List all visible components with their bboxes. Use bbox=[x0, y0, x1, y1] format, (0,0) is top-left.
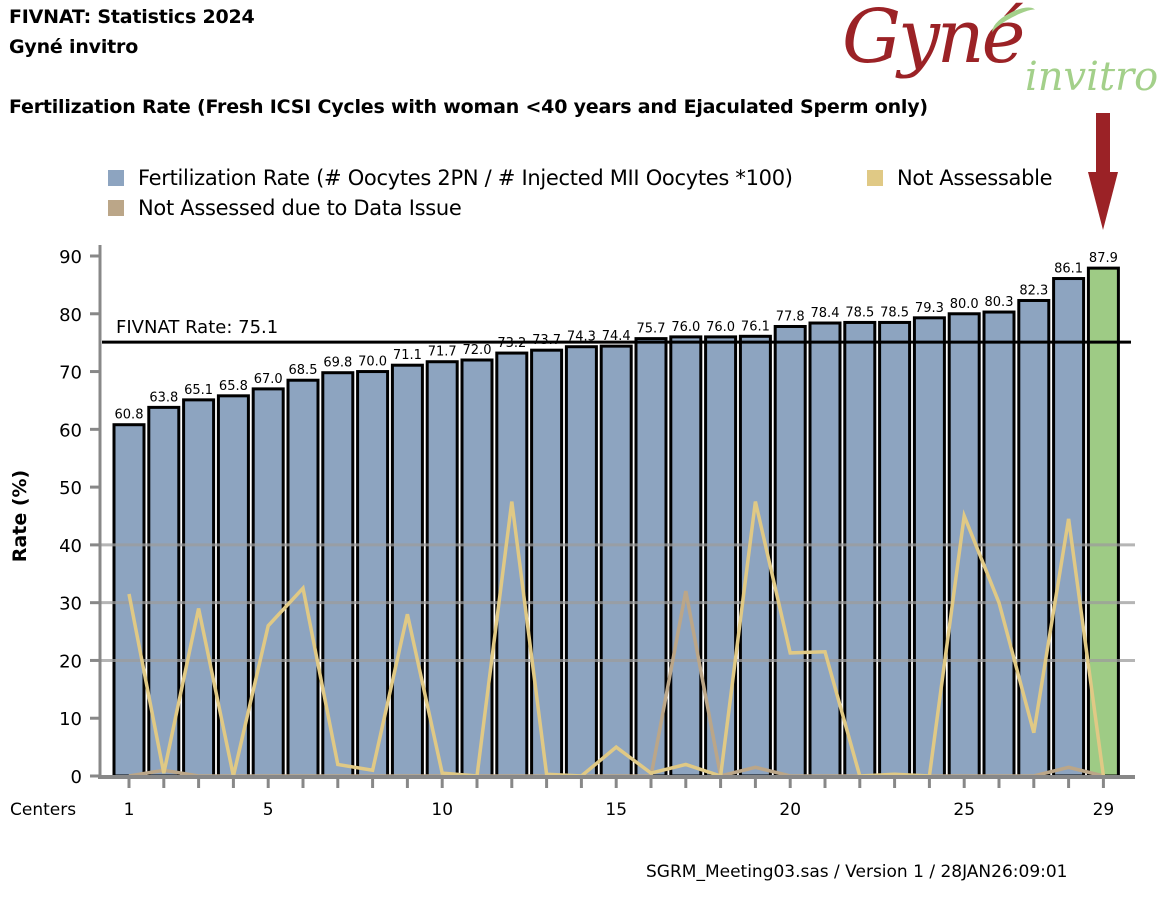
legend-label: Not Assessable bbox=[897, 166, 1053, 190]
y-tick-label: 20 bbox=[59, 651, 82, 672]
bar-center-20 bbox=[773, 324, 807, 778]
bar-value-label: 69.8 bbox=[323, 356, 352, 371]
bar-center-13 bbox=[530, 348, 564, 778]
bar-center-3 bbox=[182, 398, 216, 778]
y-tick-label: 40 bbox=[59, 536, 82, 557]
bar-value-label: 71.1 bbox=[393, 348, 422, 363]
bar-value-label: 78.5 bbox=[845, 305, 874, 320]
legend-item-data-issue: Not Assessed due to Data Issue bbox=[108, 196, 462, 220]
y-tick-label: 90 bbox=[59, 247, 82, 268]
bar-value-label: 78.4 bbox=[811, 306, 840, 321]
bar-center-5 bbox=[251, 387, 285, 778]
bar-value-label: 86.1 bbox=[1054, 262, 1083, 277]
legend-swatch-icon bbox=[108, 170, 124, 186]
reference-line-label: FIVNAT Rate: 75.1 bbox=[116, 317, 278, 338]
legend-label: Fertilization Rate (# Oocytes 2PN / # In… bbox=[138, 166, 793, 190]
bar-value-label: 65.8 bbox=[219, 379, 248, 394]
down-arrow-icon bbox=[1088, 113, 1118, 230]
bar-value-label: 76.0 bbox=[706, 320, 735, 335]
chart-title: Fertilization Rate (Fresh ICSI Cycles wi… bbox=[9, 96, 928, 118]
x-tick-label: 5 bbox=[263, 800, 274, 820]
y-axis-label: Rate (%) bbox=[9, 470, 31, 562]
legend-item-not-assessable: Not Assessable bbox=[867, 166, 1053, 190]
report-title: FIVNAT: Statistics 2024 bbox=[9, 6, 255, 28]
bar-value-label: 80.3 bbox=[985, 295, 1014, 310]
x-tick-label: 15 bbox=[605, 800, 627, 820]
y-tick-label: 50 bbox=[59, 478, 82, 499]
bar-value-label: 76.1 bbox=[741, 319, 770, 334]
y-tick-label: 0 bbox=[71, 767, 82, 788]
footer-program-info: SGRM_Meeting03.sas / Version 1 / 28JAN26… bbox=[646, 862, 1068, 882]
bar-center-6 bbox=[286, 378, 320, 778]
bar-value-label: 63.8 bbox=[149, 390, 178, 405]
legend-label: Not Assessed due to Data Issue bbox=[138, 196, 462, 220]
bar-center-16 bbox=[634, 337, 668, 778]
logo-main-text: Gyné bbox=[842, 0, 1025, 80]
bar-value-label: 72.0 bbox=[463, 343, 492, 358]
bar-center-11 bbox=[460, 358, 494, 778]
y-tick-label: 70 bbox=[59, 363, 82, 384]
bar-center-10 bbox=[425, 360, 459, 778]
bar-value-label: 82.3 bbox=[1019, 283, 1048, 298]
legend-item-fertilization-rate: Fertilization Rate (# Oocytes 2PN / # In… bbox=[108, 166, 793, 190]
bar-value-label: 68.5 bbox=[289, 363, 318, 378]
not-assessable-line bbox=[127, 501, 1106, 779]
logo-sub-text: invitro bbox=[1025, 54, 1159, 100]
bar-center-23 bbox=[878, 320, 912, 778]
x-tick-label: 25 bbox=[953, 800, 975, 820]
bar-value-label: 77.8 bbox=[776, 309, 805, 324]
x-tick-label: 1 bbox=[124, 800, 135, 820]
bar-value-label: 67.0 bbox=[254, 372, 283, 387]
bar-center-18 bbox=[704, 335, 738, 778]
bar-center-15 bbox=[599, 344, 633, 778]
x-tick-label: 29 bbox=[1093, 800, 1115, 820]
y-tick-label: 10 bbox=[59, 709, 82, 730]
bar-center-19 bbox=[738, 334, 772, 778]
bar-value-label: 87.9 bbox=[1089, 251, 1118, 266]
legend-swatch-icon bbox=[108, 200, 124, 216]
bar-value-label: 80.0 bbox=[950, 297, 979, 312]
x-tick-label: 10 bbox=[431, 800, 453, 820]
x-tick-label: 20 bbox=[779, 800, 801, 820]
x-axis-label: Centers bbox=[10, 800, 76, 820]
bar-center-14 bbox=[564, 345, 598, 778]
y-tick-label: 60 bbox=[59, 420, 82, 441]
bar-center-9 bbox=[390, 363, 424, 778]
bar-value-label: 79.3 bbox=[915, 301, 944, 316]
bar-center-12 bbox=[495, 351, 529, 778]
bar-value-label: 60.8 bbox=[115, 408, 144, 423]
bar-value-label: 75.7 bbox=[637, 322, 666, 337]
bar-value-label: 73.2 bbox=[497, 336, 526, 351]
bar-center-21 bbox=[808, 321, 842, 778]
bar-value-label: 73.7 bbox=[532, 333, 561, 348]
bar-center-17 bbox=[669, 335, 703, 778]
center-name: Gyné invitro bbox=[9, 36, 139, 58]
bar-center-22 bbox=[843, 320, 877, 778]
y-tick-label: 30 bbox=[59, 594, 82, 615]
bar-value-label: 78.5 bbox=[880, 305, 909, 320]
bar-value-label: 74.3 bbox=[567, 330, 596, 345]
bar-value-label: 76.0 bbox=[671, 320, 700, 335]
legend-swatch-icon bbox=[867, 170, 883, 186]
bar-value-label: 71.7 bbox=[428, 345, 457, 360]
y-tick-label: 80 bbox=[59, 305, 82, 326]
bar-center-27 bbox=[1017, 298, 1051, 778]
bar-value-label: 65.1 bbox=[184, 383, 213, 398]
bar-value-label: 70.0 bbox=[358, 355, 387, 370]
bar-value-label: 74.4 bbox=[602, 329, 631, 344]
